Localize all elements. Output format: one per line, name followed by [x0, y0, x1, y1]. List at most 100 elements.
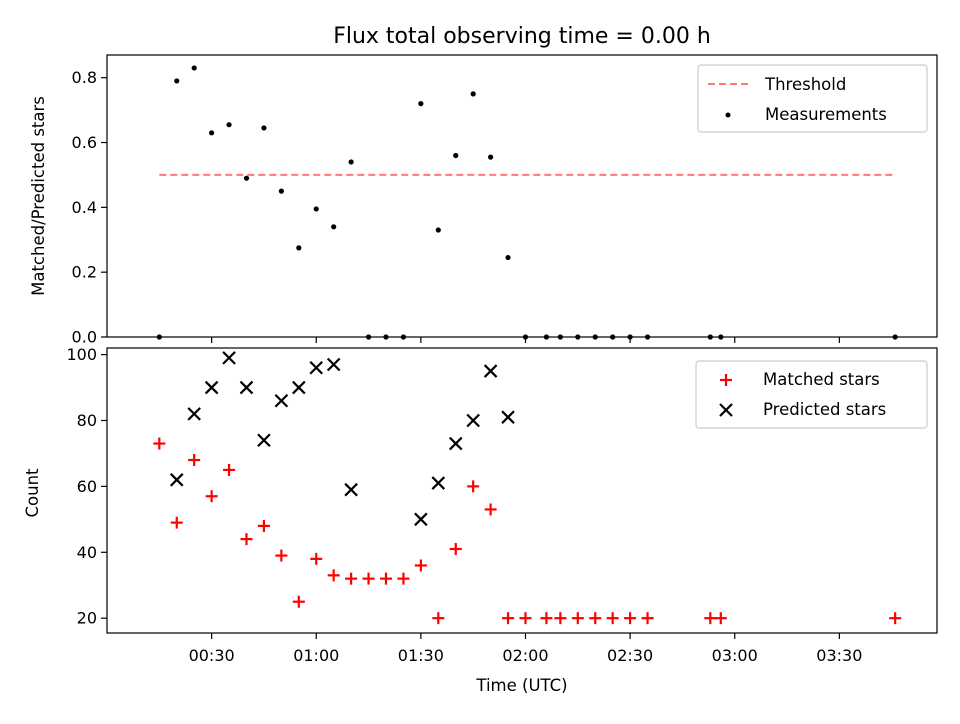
- measurement-point: [174, 78, 180, 84]
- bottom-legend: Matched stars Predicted stars: [695, 360, 928, 429]
- bottom-y-axis-label: Count: [23, 468, 42, 518]
- legend-predicted-label: Predicted stars: [763, 400, 886, 419]
- top-panel: 0.00.20.40.60.8 Matched/Predicted stars …: [29, 54, 938, 347]
- measurement-point: [313, 206, 319, 212]
- predicted-stars-point: [414, 512, 428, 527]
- matched-stars-point: [310, 552, 323, 565]
- matched-stars-point: [188, 454, 201, 467]
- measurement-point: [209, 130, 215, 136]
- matched-stars-point: [362, 572, 375, 585]
- predicted-stars-point: [448, 436, 463, 451]
- matched-stars-point: [484, 503, 497, 516]
- top-y-tick-label: 0.4: [72, 198, 97, 217]
- bottom-y-tick-label: 60: [77, 477, 97, 496]
- x-tick-label: 03:30: [816, 646, 862, 665]
- matched-stars-point: [519, 612, 532, 625]
- measurement-point: [470, 91, 476, 97]
- x-tick-label: 02:30: [607, 646, 653, 665]
- top-legend: Threshold Measurements: [697, 64, 928, 133]
- matched-stars-point: [327, 569, 340, 582]
- matched-stars-point: [467, 480, 480, 493]
- bottom-y-tick-label: 80: [77, 411, 97, 430]
- x-tick-label: 00:30: [189, 646, 235, 665]
- matched-stars-point: [397, 572, 410, 585]
- predicted-stars-point: [344, 482, 358, 497]
- predicted-stars-point: [204, 380, 219, 395]
- bottom-plot-marks: [153, 351, 902, 625]
- matched-stars-point: [589, 612, 602, 625]
- matched-stars-point: [223, 463, 236, 476]
- top-y-axis-label: Matched/Predicted stars: [29, 96, 48, 296]
- matched-stars-point: [379, 572, 392, 585]
- measurement-point: [348, 159, 354, 165]
- measurement-point: [488, 154, 494, 160]
- x-tick-label: 03:00: [712, 646, 758, 665]
- matched-stars-point: [889, 612, 902, 625]
- matched-stars-point: [205, 490, 218, 503]
- measurement-point: [453, 152, 459, 159]
- predicted-stars-point: [169, 473, 184, 487]
- x-axis-label: Time (UTC): [475, 676, 567, 695]
- matched-stars-point: [170, 516, 183, 529]
- predicted-stars-point: [431, 476, 446, 490]
- predicted-stars-point: [292, 380, 306, 395]
- predicted-stars-point: [501, 410, 515, 424]
- matched-stars-point: [704, 612, 717, 625]
- predicted-stars-point: [187, 407, 201, 421]
- chart-title: Flux total observing time = 0.00 h: [333, 24, 711, 49]
- bottom-x-axis: 00:30 01:00 01:30 02:00 02:30 03:00 03:30: [189, 633, 862, 665]
- measurement-point: [418, 101, 424, 107]
- legend-matched-label: Matched stars: [763, 370, 880, 389]
- matched-stars-point: [606, 612, 619, 625]
- matched-stars-point: [240, 533, 253, 546]
- matched-stars-point: [153, 437, 166, 450]
- matched-stars-point: [641, 612, 654, 625]
- matched-stars-point: [502, 612, 515, 625]
- top-y-tick-label: 0.8: [72, 68, 97, 87]
- matched-stars-point: [292, 595, 305, 608]
- legend-measurements-swatch: [725, 112, 731, 118]
- bottom-y-tick-label: 100: [66, 345, 97, 364]
- matched-stars-point: [432, 612, 445, 625]
- measurement-point: [331, 224, 337, 230]
- legend-measurements-label: Measurements: [765, 105, 887, 124]
- measurement-point: [505, 254, 511, 261]
- measurement-point: [435, 227, 441, 233]
- bottom-axes-frame: [106, 347, 938, 634]
- top-y-axis: 0.0 0.2 0.4 0.6 0.8: [72, 68, 107, 347]
- matched-stars-point: [624, 612, 637, 625]
- matched-stars-point: [414, 559, 427, 572]
- predicted-stars-point: [466, 413, 480, 428]
- matched-stars-point: [345, 572, 358, 585]
- predicted-stars-point: [222, 351, 236, 365]
- predicted-stars-point: [483, 364, 498, 378]
- measurement-point: [296, 245, 302, 251]
- predicted-stars-point: [326, 357, 341, 372]
- matched-stars-point: [554, 612, 567, 625]
- measurement-point: [261, 125, 267, 131]
- top-plot-marks: [156, 65, 898, 340]
- predicted-stars-point: [309, 360, 324, 375]
- matched-stars-point: [540, 612, 553, 625]
- legend-matched-swatch: [720, 374, 732, 386]
- measurement-point: [243, 175, 250, 181]
- legend-threshold-label: Threshold: [764, 75, 846, 94]
- top-y-tick-label: 0.2: [72, 263, 97, 282]
- bottom-y-tick-label: 40: [77, 543, 97, 562]
- predicted-stars-point: [239, 380, 254, 395]
- x-tick-label: 01:00: [293, 646, 339, 665]
- top-axes-frame: [106, 54, 938, 338]
- predicted-stars-point: [257, 433, 271, 448]
- measurement-point: [226, 122, 232, 128]
- top-x-ticks: [211, 337, 840, 343]
- bottom-panel: 20 40 60 80 100 00:30 01:00 01:30 02:00 02:30 03:…: [23, 345, 938, 695]
- matched-stars-point: [714, 612, 727, 625]
- matched-stars-point: [449, 542, 462, 555]
- legend-predicted-swatch: [719, 403, 733, 417]
- bottom-y-tick-label: 20: [77, 609, 97, 628]
- matched-stars-point: [571, 612, 584, 625]
- predicted-stars-point: [274, 393, 289, 408]
- top-y-tick-label: 0.0: [72, 328, 97, 347]
- top-y-tick-label: 0.6: [72, 133, 97, 152]
